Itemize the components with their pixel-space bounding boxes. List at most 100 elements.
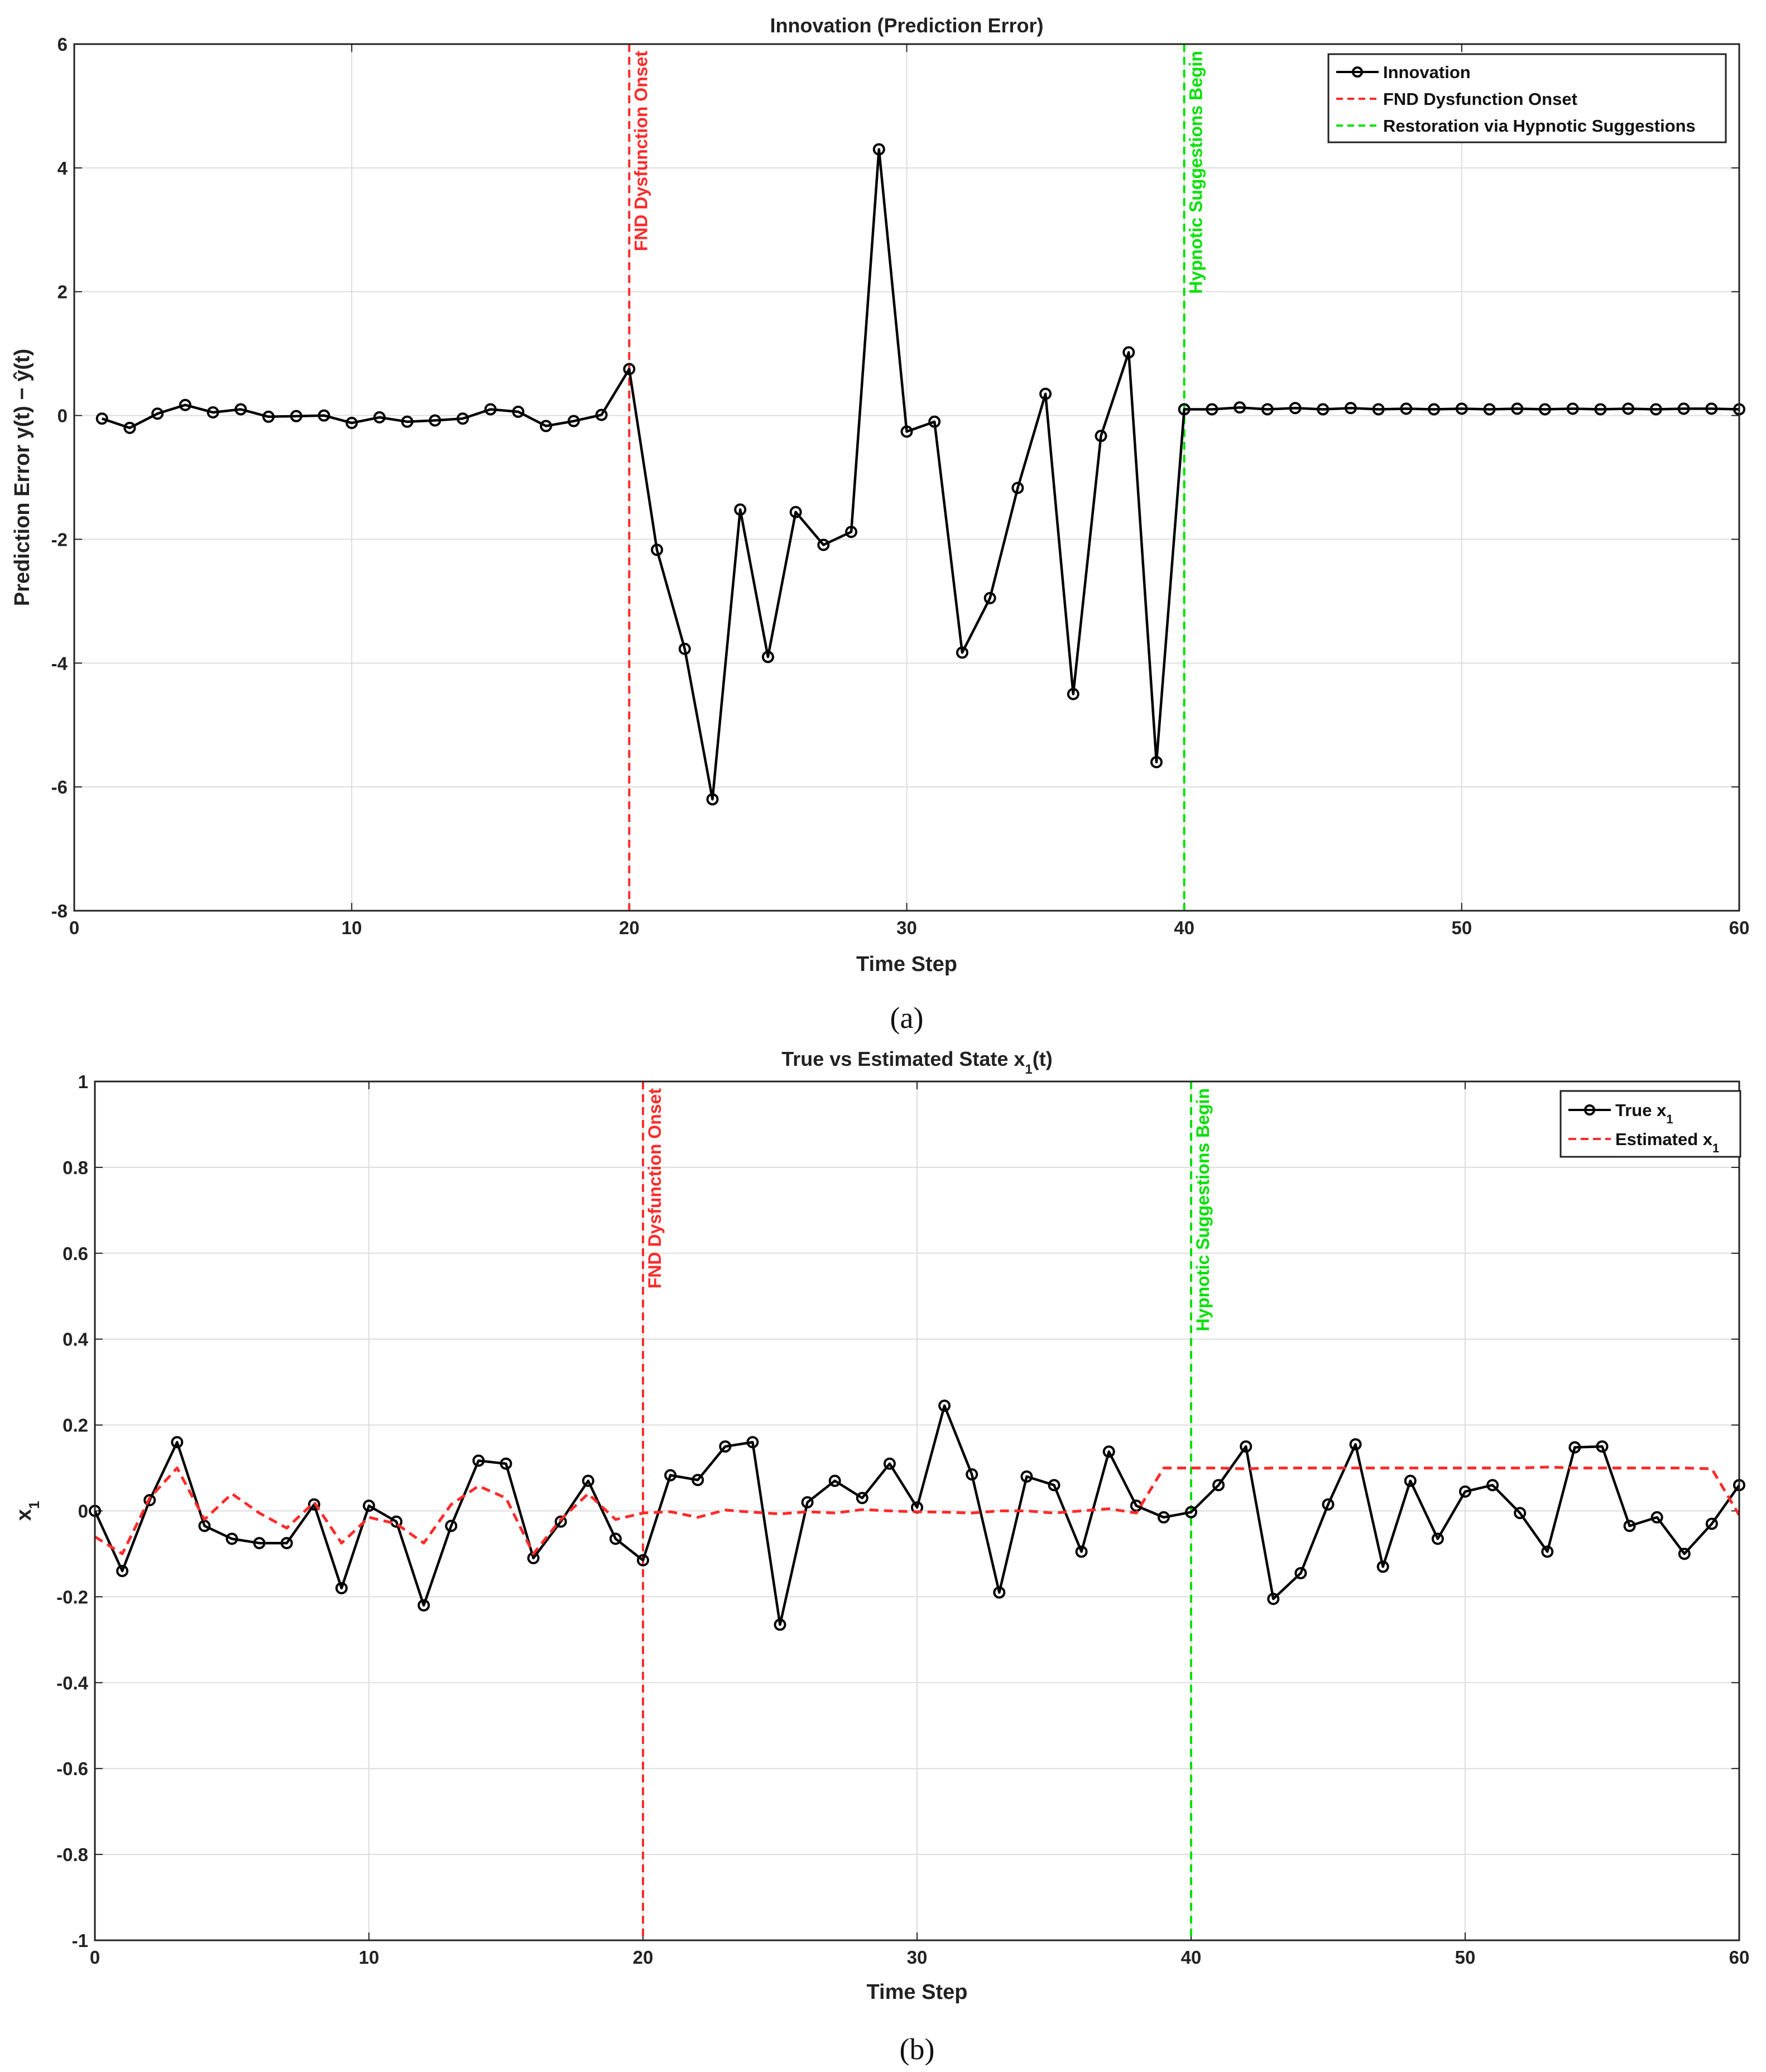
y-tick-label: -1	[72, 1930, 88, 1951]
data-point	[1678, 1547, 1691, 1560]
innovation-chart: 0 10 20 30 40 50 60 -8 -6 -4 -2 0 2 4 6 FND Dysfunction…	[11, 14, 1749, 1035]
series-line-1	[94, 1465, 1741, 1555]
vline-label: FND Dysfunction Onset	[631, 51, 651, 251]
y-tick-label: 2	[57, 282, 68, 302]
x-tick-label: 0	[69, 917, 79, 938]
data-point	[706, 793, 719, 806]
x-axis-label: Time Step	[856, 953, 957, 976]
y-tick-label: -2	[51, 529, 68, 550]
data-point	[609, 1532, 622, 1545]
legend-box	[1559, 1090, 1741, 1158]
data-point	[1206, 403, 1218, 416]
data-point	[1150, 756, 1163, 768]
data-point	[966, 1468, 978, 1481]
data-point	[1568, 1441, 1581, 1454]
y-tick-label: 6	[57, 34, 68, 55]
legend-label: Innovation	[1383, 63, 1471, 82]
y-tick-label: 0.6	[63, 1243, 88, 1264]
data-point	[1349, 1438, 1362, 1451]
data-point	[1511, 402, 1524, 415]
legend-marker	[1352, 66, 1363, 78]
data-point	[595, 408, 608, 421]
data-point	[484, 403, 497, 416]
data-point	[1178, 403, 1191, 416]
data-point	[1650, 1511, 1663, 1524]
data-point	[983, 592, 996, 604]
data-point	[1234, 401, 1246, 414]
data-point	[1157, 1511, 1170, 1524]
y-tick-label: -0.6	[56, 1758, 88, 1779]
y-tick-label: -0.8	[56, 1844, 88, 1865]
data-point	[928, 415, 941, 428]
data-point	[1596, 1440, 1609, 1453]
data-point	[280, 1537, 293, 1550]
data-point	[335, 1582, 348, 1595]
data-point	[1486, 1479, 1499, 1492]
data-point	[1623, 1520, 1636, 1532]
data-point	[1322, 1498, 1335, 1511]
data-point	[429, 414, 441, 427]
data-point	[1240, 1440, 1252, 1453]
data-point	[719, 1440, 732, 1453]
y-tick-label: 0.2	[63, 1415, 88, 1436]
data-point	[500, 1457, 512, 1470]
data-point	[143, 1494, 156, 1507]
data-point	[198, 1520, 211, 1532]
plot-frame	[94, 1080, 1740, 1941]
data-point	[789, 506, 802, 518]
data-point	[457, 412, 469, 425]
data-point	[678, 642, 691, 655]
y-tick-label: 4	[57, 158, 68, 179]
data-point	[1541, 1545, 1554, 1558]
y-tick-label: -8	[51, 901, 68, 921]
data-point	[1317, 403, 1330, 416]
data-point	[1294, 1567, 1307, 1580]
y-tick-label: -0.4	[56, 1672, 89, 1693]
data-point	[801, 1496, 814, 1509]
data-point	[993, 1586, 1006, 1599]
data-point	[253, 1537, 266, 1550]
data-point	[567, 415, 580, 427]
vline-label: FND Dysfunction Onset	[645, 1088, 665, 1289]
data-point	[123, 421, 136, 434]
data-point	[1594, 403, 1607, 416]
y-tick-label: 0	[57, 406, 68, 426]
x-tick-label: 30	[896, 917, 917, 938]
data-point	[1212, 1479, 1225, 1492]
y-tick-label: 0.8	[63, 1157, 88, 1178]
data-point	[554, 1515, 567, 1528]
plot-frame	[73, 43, 1740, 912]
data-point	[1267, 1593, 1280, 1605]
x-tick-label: 60	[1729, 917, 1750, 938]
data-point	[1622, 402, 1635, 415]
data-point	[817, 539, 830, 551]
chart-title: Innovation (Prediction Error)	[770, 14, 1043, 37]
data-point	[1102, 1445, 1115, 1458]
data-point	[746, 1436, 759, 1449]
x-tick-label: 20	[633, 1947, 654, 1968]
data-point	[1459, 1485, 1471, 1498]
panel-caption: (a)	[890, 1001, 924, 1035]
y-axis-label: Prediction Error y(t) − ŷ(t)	[11, 349, 34, 606]
data-point	[1011, 482, 1024, 494]
series-line-0	[93, 1404, 1740, 1626]
data-point	[1048, 1479, 1060, 1492]
data-point	[1289, 402, 1302, 415]
x-tick-label: 50	[1451, 917, 1472, 938]
data-point	[512, 405, 525, 418]
data-point	[363, 1499, 375, 1512]
data-point	[1428, 403, 1441, 416]
data-point	[179, 398, 191, 411]
data-point	[845, 526, 858, 539]
state-comparison-chart: 0 10 20 30 40 50 60 -1 -0.8 -0.6 -0.4 -0.2 0 0.2 0.4 0.…	[12, 1047, 1749, 2066]
data-point	[95, 412, 108, 425]
data-point	[856, 1492, 868, 1504]
x-tick-label: 10	[342, 917, 362, 938]
data-point	[774, 1618, 786, 1631]
x-tick-label: 50	[1455, 1947, 1476, 1968]
data-point	[651, 544, 664, 556]
data-point	[1431, 1532, 1444, 1545]
x-tick-label: 20	[619, 917, 640, 938]
data-point	[692, 1474, 704, 1487]
data-point	[151, 407, 164, 420]
